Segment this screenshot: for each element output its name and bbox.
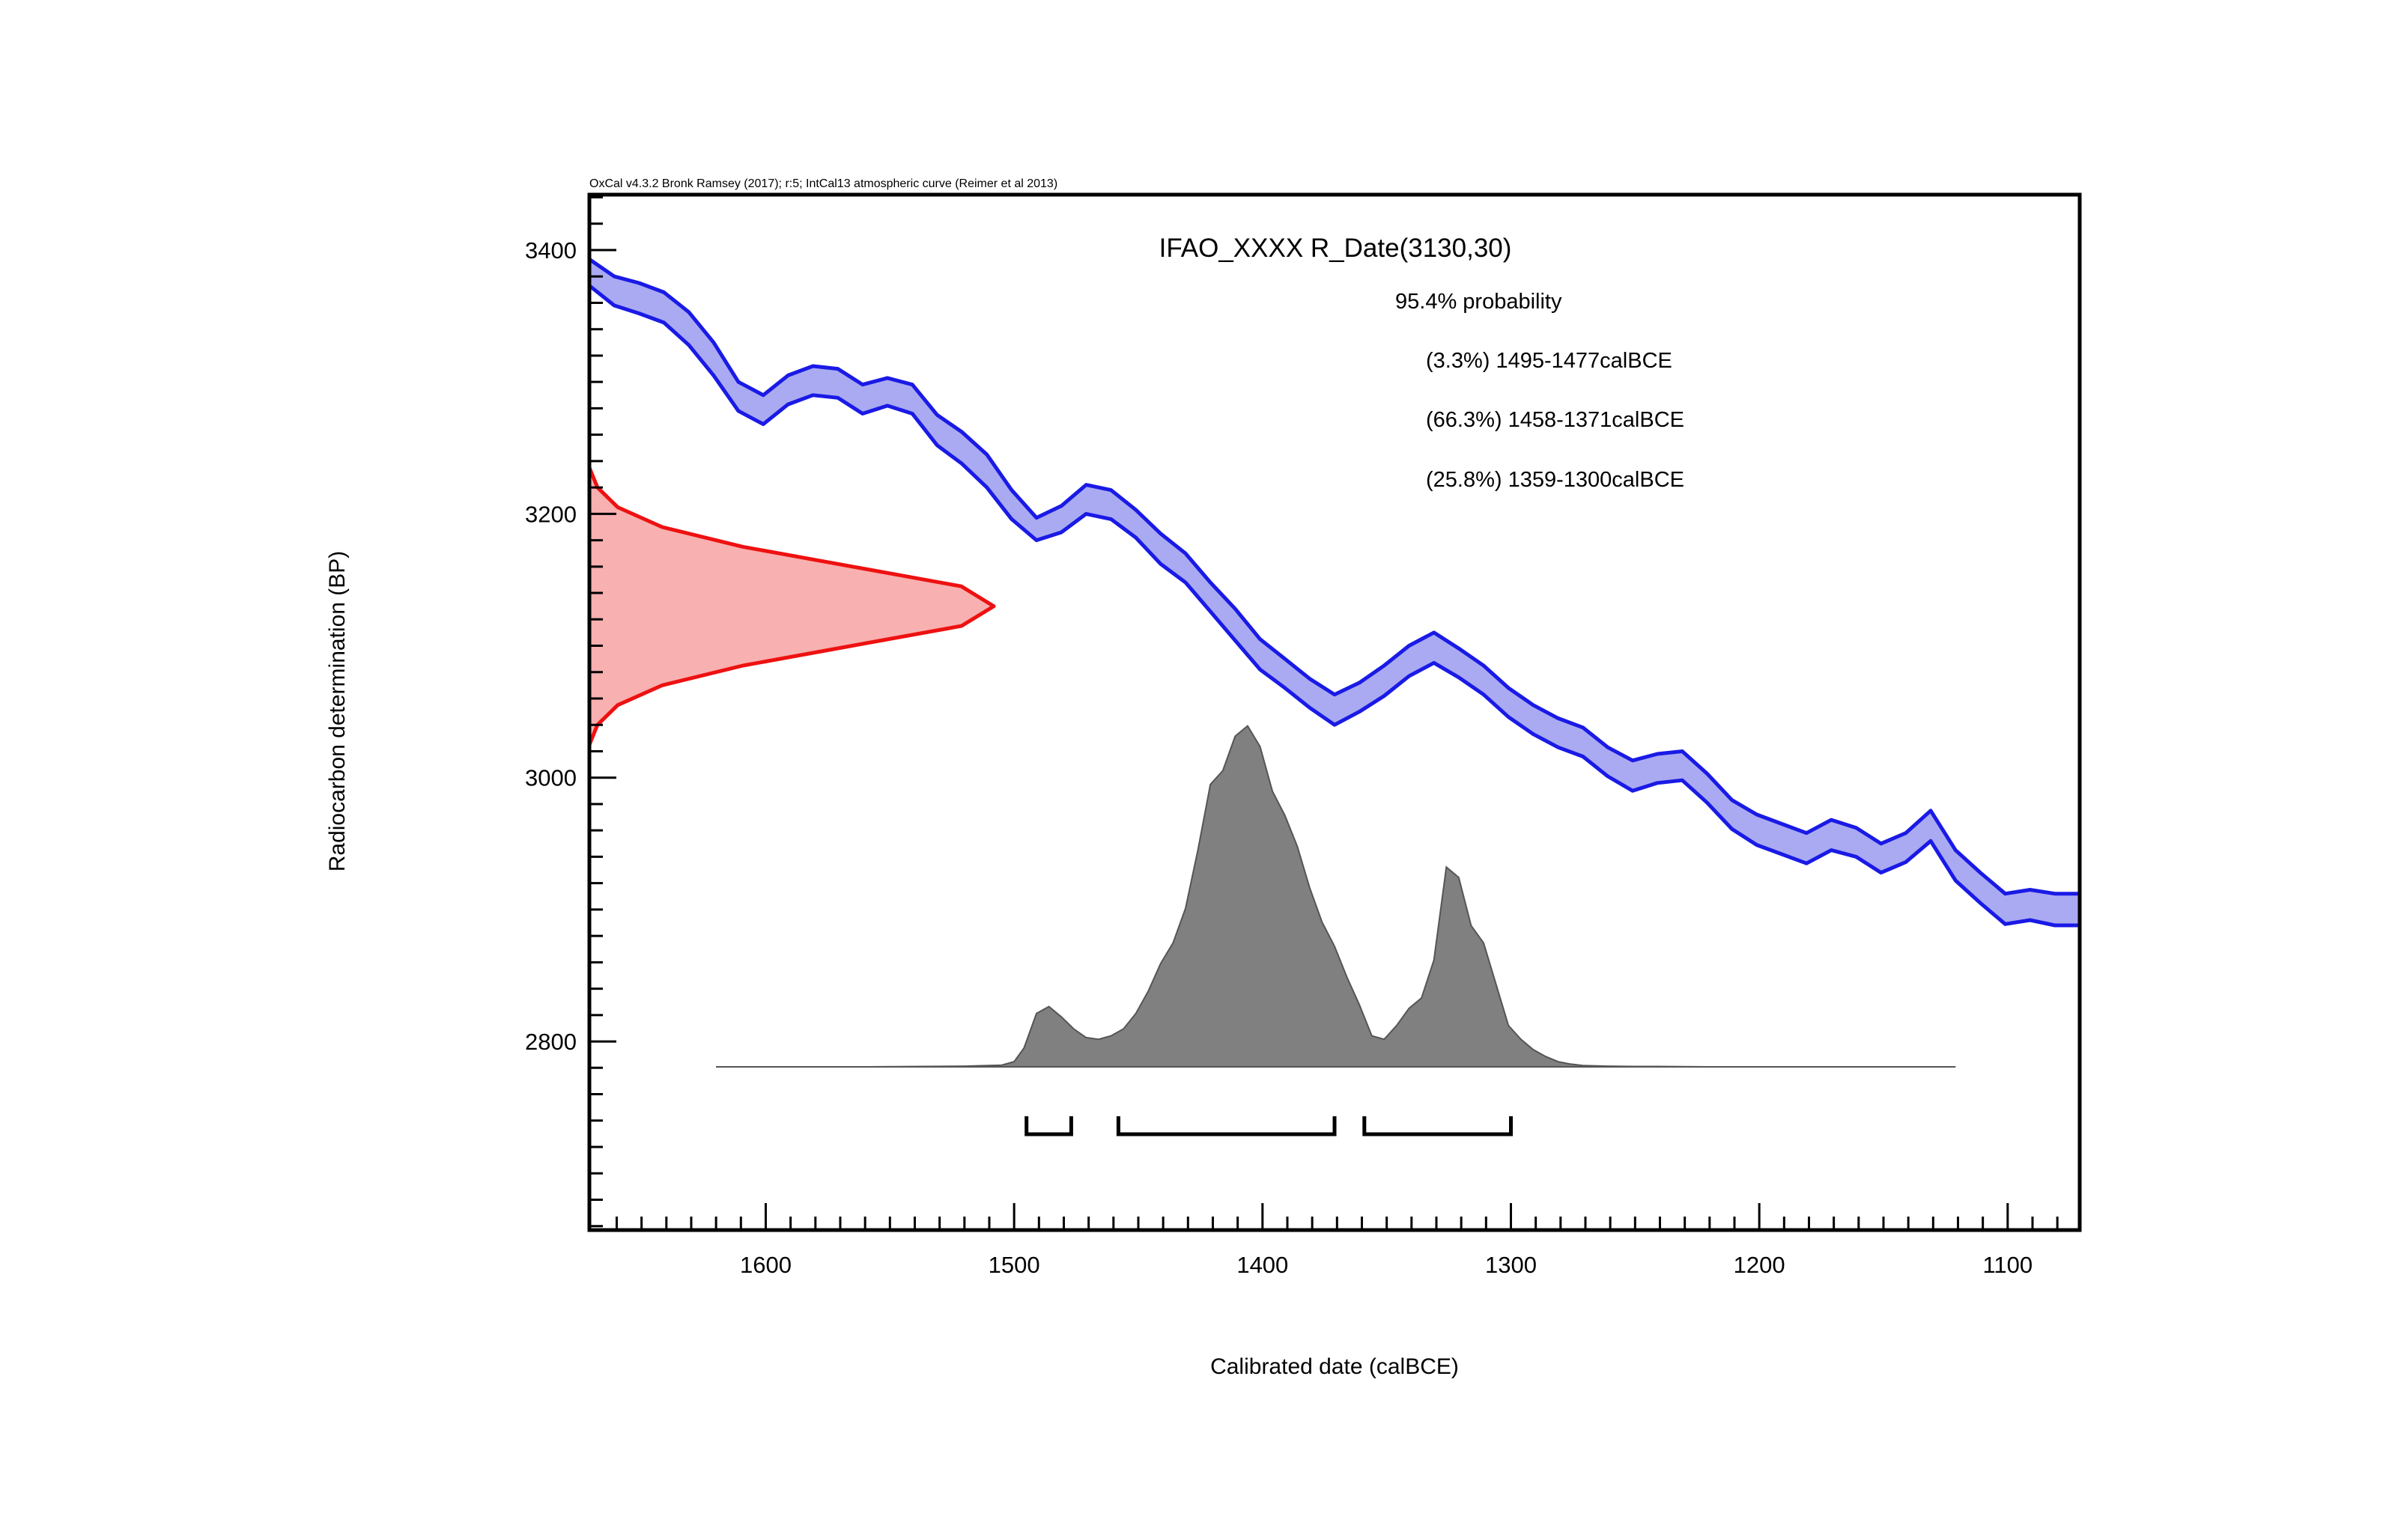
measurement-distribution <box>587 466 996 746</box>
range-label-1: (3.3%) 1495-1477calBCE <box>1426 349 1672 373</box>
probability-heading: 95.4% probability <box>1395 290 1562 314</box>
range-bracket-1 <box>1024 1116 1073 1136</box>
measurement-outline <box>587 466 996 746</box>
calibration-curve-lower <box>588 284 2080 928</box>
range-label-3: (25.8%) 1359-1300calBCE <box>1426 468 1684 492</box>
calibrated-distribution <box>716 725 1956 1068</box>
probability-range-brackets <box>1024 1116 1513 1136</box>
software-header: OxCal v4.3.2 Bronk Ramsey (2017); r:5; I… <box>589 177 1057 190</box>
plot-frame <box>587 192 2082 1232</box>
range-bracket-2 <box>1116 1116 1337 1136</box>
x-tick-label: 1400 <box>1236 1252 1288 1278</box>
y-axis: 3400 3200 3000 2800 <box>525 196 616 1228</box>
chart-title: IFAO_XXXX R_Date(3130,30) <box>1159 234 1512 263</box>
x-tick-label: 1100 <box>1982 1252 2033 1278</box>
calibration-curve <box>588 258 2080 928</box>
y-tick-label: 3400 <box>525 237 577 264</box>
measurement-area <box>589 467 994 745</box>
y-axis-label: Radiocarbon determination (BP) <box>325 551 350 872</box>
y-tick-label: 2800 <box>525 1029 577 1055</box>
x-tick-label: 1300 <box>1485 1252 1537 1278</box>
x-axis: 1600 1500 1400 1300 1200 1100 <box>615 1203 2059 1278</box>
calibration-curve-upper <box>588 258 2080 896</box>
x-axis-label: Calibrated date (calBCE) <box>1210 1354 1459 1379</box>
x-tick-label: 1600 <box>740 1252 792 1278</box>
x-tick-label: 1500 <box>989 1252 1040 1278</box>
y-tick-label: 3000 <box>525 765 577 791</box>
calibrated-area <box>716 725 1956 1068</box>
range-label-2: (66.3%) 1458-1371calBCE <box>1426 408 1684 432</box>
range-bracket-3 <box>1362 1116 1513 1136</box>
x-tick-label: 1200 <box>1734 1252 1785 1278</box>
y-tick-label: 3200 <box>525 501 577 527</box>
